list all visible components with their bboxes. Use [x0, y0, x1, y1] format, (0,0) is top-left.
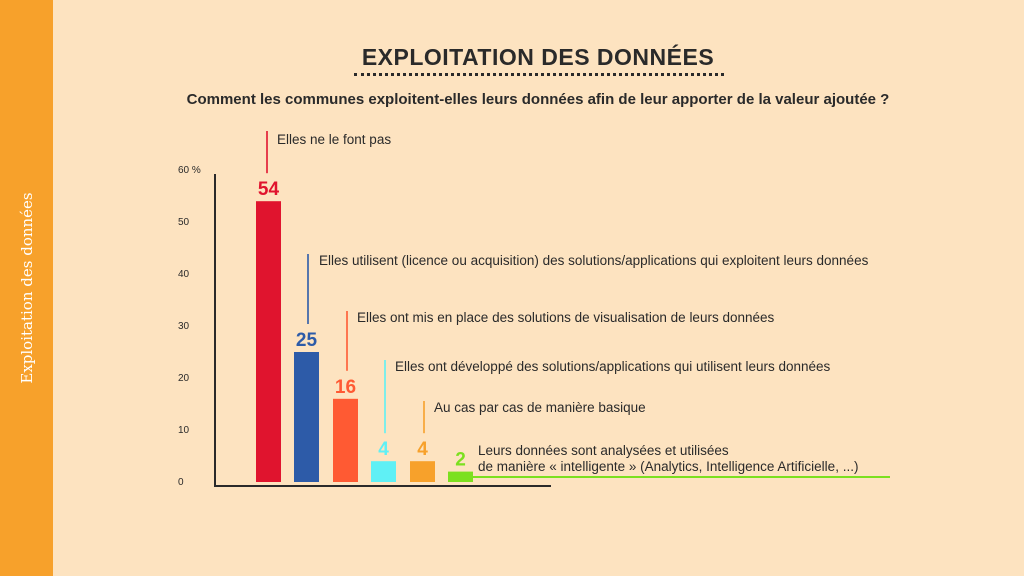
bar-value-label: 16: [335, 377, 356, 398]
bar: [294, 352, 319, 482]
page-subtitle: Comment les communes exploitent-elles le…: [186, 91, 890, 108]
bar: [256, 201, 281, 482]
category-label: Elles ont développé des solutions/applic…: [395, 359, 831, 374]
bar: [371, 461, 396, 482]
y-tick-label: 30: [178, 321, 190, 332]
category-label: Leurs données sont analysées et utilisée…: [478, 443, 729, 458]
y-tick-label: 20: [178, 373, 190, 384]
bar: [410, 461, 435, 482]
title-underline: [354, 73, 724, 76]
category-label: Elles ne le font pas: [277, 132, 391, 147]
category-label: Elles utilisent (licence ou acquisition)…: [319, 253, 869, 268]
bar-value-label: 4: [417, 439, 428, 460]
y-tick-label: 50: [178, 217, 190, 228]
y-tick-label: 0: [178, 477, 184, 488]
y-tick-label: 10: [178, 425, 190, 436]
category-label: Au cas par cas de manière basique: [434, 400, 646, 415]
bar: [448, 471, 473, 482]
bar-value-label: 4: [378, 439, 389, 460]
bar-value-label: 54: [258, 179, 280, 200]
y-tick-label: 60 %: [178, 165, 201, 176]
sidebar: Exploitation des données: [0, 0, 53, 576]
page-title: EXPLOITATION DES DONNÉES: [361, 44, 715, 70]
bar-value-label: 25: [296, 330, 318, 351]
y-tick-label: 40: [178, 269, 190, 280]
category-label: Elles ont mis en place des solutions de …: [357, 310, 774, 325]
bar: [333, 398, 358, 482]
category-label: de manière « intelligente » (Analytics, …: [478, 459, 858, 474]
bar-value-label: 2: [455, 450, 466, 471]
